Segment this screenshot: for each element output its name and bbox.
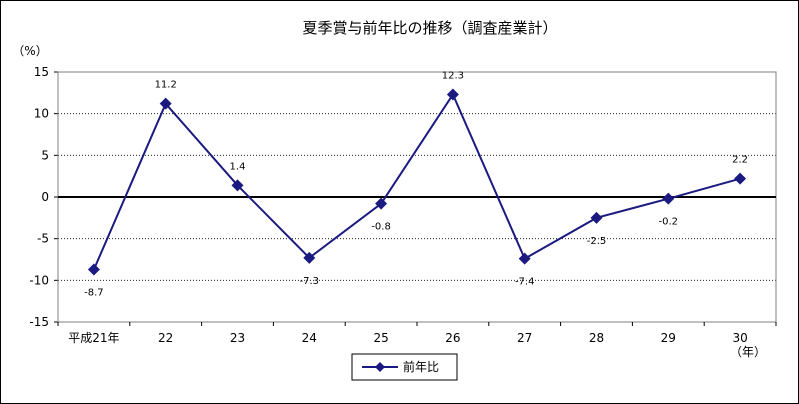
legend: 前年比	[351, 353, 458, 381]
x-tick-label: 28	[589, 331, 604, 345]
y-tick-label: 10	[34, 107, 49, 121]
y-tick-label: 5	[41, 148, 49, 162]
data-label: -7.4	[515, 277, 535, 288]
data-label: -8.7	[84, 288, 104, 299]
x-tick-label: 23	[230, 331, 245, 345]
data-point-marker	[662, 192, 675, 205]
data-point-marker	[159, 97, 172, 110]
x-tick-label: 平成21年	[68, 331, 119, 345]
data-label: 2.2	[732, 155, 748, 166]
plot-area: 15 10 5 0 -5 -10 -15 平成21年 22 23 24 25 26 27 28 29 30 -8.…	[29, 65, 777, 345]
x-tick-label: 25	[373, 331, 388, 345]
y-tick-label: -15	[29, 315, 49, 329]
data-point-marker	[518, 252, 531, 265]
data-point-marker	[231, 179, 244, 192]
series-line	[92, 92, 741, 270]
chart-title: 夏季賞与前年比の推移（調査産業計）	[302, 19, 557, 37]
y-tick-label: -5	[37, 232, 49, 246]
x-tick-label: 27	[517, 331, 532, 345]
data-label: -7.3	[300, 276, 320, 287]
y-unit-label: （%）	[12, 44, 47, 58]
data-point-marker	[590, 211, 603, 224]
data-point-marker	[446, 88, 459, 101]
data-label: 12.3	[442, 71, 464, 82]
x-tick-label: 26	[445, 331, 460, 345]
data-point-marker	[375, 197, 388, 210]
legend-label: 前年比	[403, 359, 439, 374]
data-point-marker	[87, 263, 100, 276]
data-label: -0.8	[371, 222, 391, 233]
data-label: -2.5	[587, 236, 607, 247]
x-tick-label: 30	[732, 331, 747, 345]
x-tick-label: 24	[302, 331, 317, 345]
y-tick-label: 0	[41, 190, 49, 204]
data-point-marker	[734, 172, 747, 185]
legend-marker	[375, 362, 385, 372]
data-label: -0.2	[659, 217, 679, 228]
data-point-marker	[303, 251, 316, 264]
data-label: 11.2	[155, 80, 177, 91]
x-tick-label: 29	[661, 331, 676, 345]
x-unit-label: （年）	[730, 345, 766, 359]
y-tick-label: 15	[34, 65, 49, 79]
data-label: 1.4	[230, 161, 246, 172]
y-tick-label: -10	[29, 273, 49, 287]
x-tick-label: 22	[158, 331, 173, 345]
